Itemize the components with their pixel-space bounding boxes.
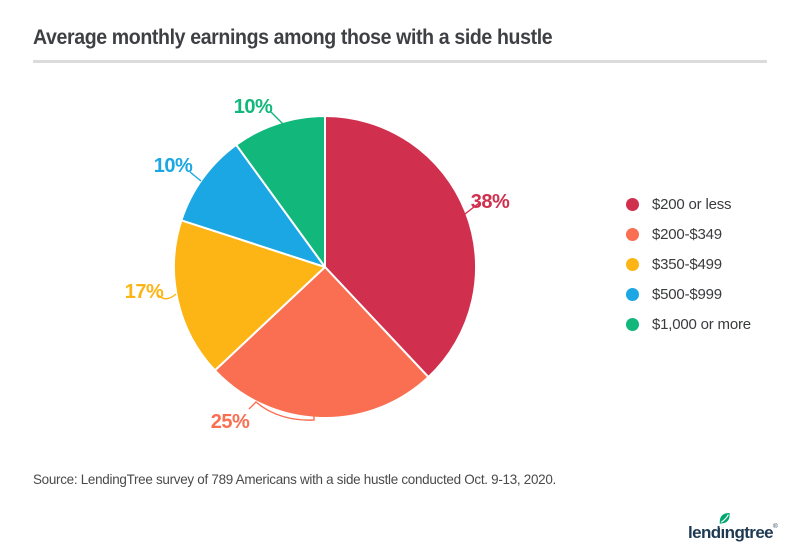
pie-value-label: 25%	[211, 411, 250, 433]
pie-value-label: 17%	[125, 281, 164, 303]
legend-row: $1,000 or more	[626, 309, 751, 339]
legend-swatch	[626, 257, 639, 271]
legend: $200 or less $200-$349 $350-$499 $500-$999 $…	[626, 189, 751, 339]
legend-label: $500-$999	[652, 285, 722, 303]
logo-wordmark: lendingtree	[688, 523, 773, 542]
legend-swatch	[626, 227, 639, 241]
pie-slice	[235, 114, 326, 268]
pie-slices	[173, 114, 478, 419]
legend-swatch	[626, 317, 639, 331]
legend-label: $200-$349	[652, 225, 722, 243]
registered-mark: ®	[773, 522, 778, 530]
legend-swatch	[626, 197, 639, 211]
leaf-icon	[719, 513, 730, 524]
pie-slice	[180, 143, 326, 268]
pie-value-label: 10%	[234, 96, 273, 118]
source-note: Source: LendingTree survey of 789 Americ…	[33, 471, 556, 487]
page-title: Average monthly earnings among those wit…	[33, 26, 553, 49]
lendingtree-logo: lendingtree ®	[688, 512, 784, 551]
legend-row: $500-$999	[626, 279, 751, 309]
i-dot-cover	[719, 522, 726, 528]
legend-label: $1,000 or more	[652, 315, 751, 333]
pie-slice	[213, 266, 430, 419]
legend-label: $350-$499	[652, 255, 722, 273]
pie-slice	[324, 115, 478, 379]
legend-label: $200 or less	[652, 195, 732, 213]
leader-line	[464, 202, 480, 215]
legend-row: $350-$499	[626, 249, 751, 279]
title-divider	[33, 60, 767, 63]
pie-chart: 38% 25% 17% 10% 10%	[125, 96, 511, 433]
legend-swatch	[626, 287, 639, 301]
lendingtree-logo-svg: lendingtree ®	[688, 513, 778, 542]
leader-line	[248, 401, 315, 421]
leader-lines	[157, 110, 480, 421]
legend-row: $200 or less	[626, 189, 751, 219]
pie-slice	[173, 219, 326, 372]
leader-line	[157, 293, 177, 300]
legend-row: $200-$349	[626, 219, 751, 249]
leader-line	[189, 171, 202, 182]
pie-value-label: 38%	[471, 191, 510, 213]
pie-value-label: 10%	[154, 155, 193, 177]
pie-value-labels: 38% 25% 17% 10% 10%	[125, 96, 511, 433]
leader-line	[269, 110, 284, 125]
